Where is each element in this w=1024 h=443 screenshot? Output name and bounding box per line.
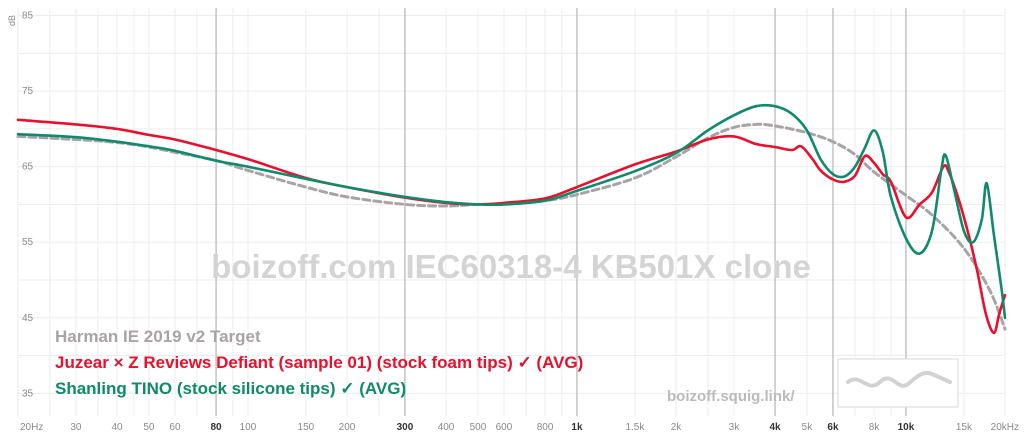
x-tick-label: 2k xyxy=(671,422,683,433)
legend-item-shanling: Shanling TINO (stock silicone tips) ✓ (A… xyxy=(55,379,406,398)
x-tick-label: 600 xyxy=(496,422,513,433)
x-tick-label: 1.5k xyxy=(625,422,645,433)
x-tick-label: 3k xyxy=(729,422,741,433)
x-tick-label: 1k xyxy=(571,422,583,433)
x-tick-label: 200 xyxy=(339,422,356,433)
legend: Harman IE 2019 v2 Target Juzear × Z Revi… xyxy=(55,327,583,398)
series-line-shanling xyxy=(16,103,1007,320)
y-tick-label: 45 xyxy=(22,313,34,324)
x-tick-label: 400 xyxy=(438,422,455,433)
watermark-text: boizoff.com IEC60318-4 KB501X clone xyxy=(211,248,811,285)
y-tick-label: 55 xyxy=(22,237,34,248)
x-tick-label: 500 xyxy=(470,422,487,433)
x-tick-label: 20kHz xyxy=(991,422,1019,433)
grid xyxy=(17,8,1006,416)
y-tick-label: 85 xyxy=(22,11,34,22)
x-tick-label: 4k xyxy=(769,422,781,433)
x-tick-label: 50 xyxy=(143,422,155,433)
x-tick-label: 40 xyxy=(111,422,123,433)
x-tick-label: 20Hz xyxy=(20,422,43,433)
x-tick-label: 800 xyxy=(537,422,554,433)
x-tick-label: 6k xyxy=(827,422,839,433)
y-tick-label: 65 xyxy=(22,162,34,173)
legend-item-juzear: Juzear × Z Reviews Defiant (sample 01) (… xyxy=(55,353,583,372)
site-logo xyxy=(837,358,959,408)
x-tick-label: 300 xyxy=(397,422,414,433)
site-label: boizoff.squig.link/ xyxy=(667,388,795,405)
x-tick-label: 60 xyxy=(169,422,181,433)
squiggle-logo-icon xyxy=(846,371,952,388)
y-tick-label: 75 xyxy=(22,86,34,97)
x-tick-label: 8k xyxy=(869,422,881,433)
series-lines xyxy=(16,103,1007,335)
legend-item-target: Harman IE 2019 v2 Target xyxy=(55,327,261,346)
plot-area xyxy=(18,8,1005,416)
x-tick-label: 30 xyxy=(70,422,82,433)
x-tick-label: 150 xyxy=(298,422,315,433)
x-tick-label: 15k xyxy=(956,422,973,433)
x-tick-label: 5k xyxy=(802,422,814,433)
y-axis-unit: dB xyxy=(7,15,17,26)
x-tick-label: 10k xyxy=(898,422,915,433)
x-tick-label: 80 xyxy=(211,422,223,433)
y-tick-label: 35 xyxy=(22,388,34,399)
x-axis-ticks: 20Hz 30 40 50 60 80 100 150 200 300 400 500 600 800 1k… xyxy=(20,422,1019,433)
y-axis-ticks: 85 75 65 55 45 35 xyxy=(22,11,34,400)
x-tick-label: 100 xyxy=(240,422,257,433)
